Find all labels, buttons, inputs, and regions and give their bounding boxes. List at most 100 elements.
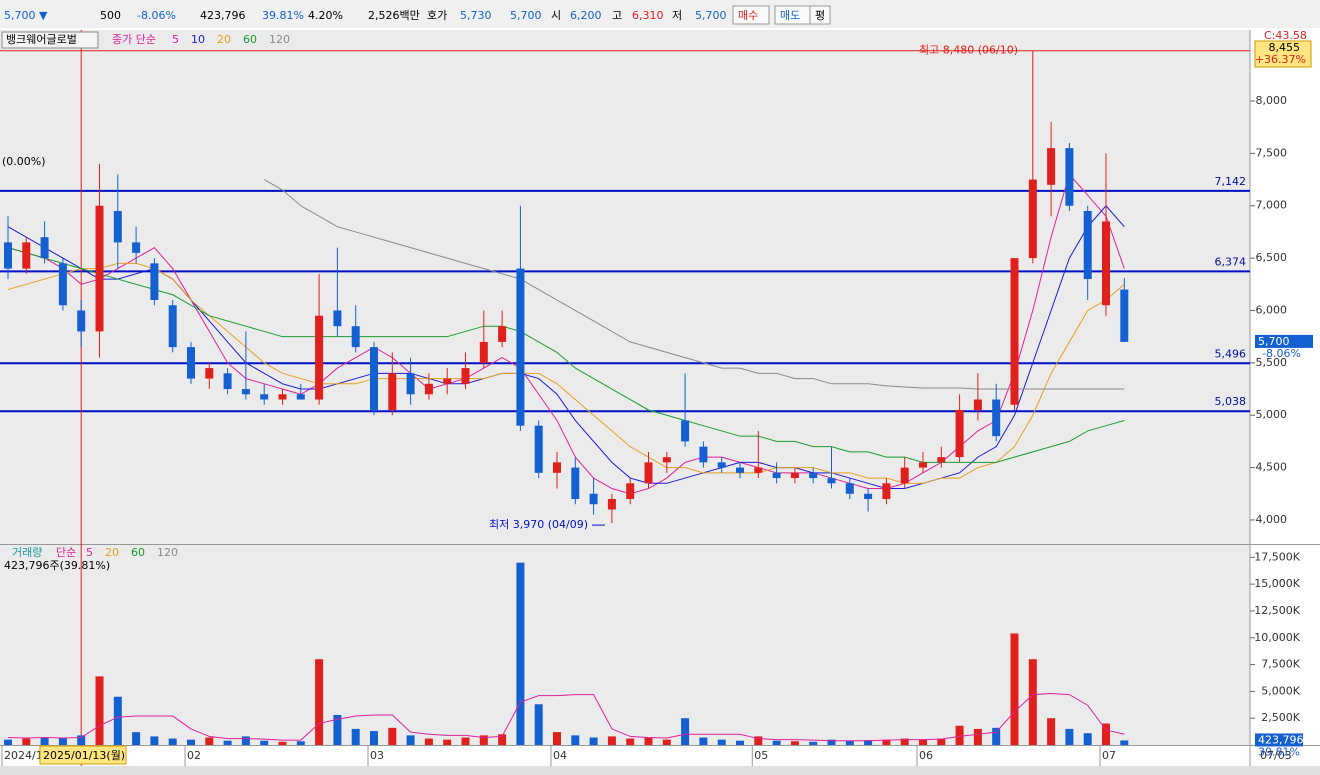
header-item: -8.06% [137,9,176,22]
min-label: 최저 3,970 (04/09) [489,518,588,531]
candle-body [278,394,287,400]
ma-line [263,179,1125,390]
volume-bar [406,735,415,745]
last-volume-pct: 39.81% [1258,745,1300,758]
legend-item: 60 [131,546,145,559]
candle-body [479,341,488,363]
volume-bar [790,741,799,745]
volume-bar [553,732,561,745]
volume-bar [992,727,1001,745]
candle-body [534,425,543,473]
candle-body [22,242,31,269]
volume-bar [150,736,159,745]
support-label: 5,038 [1215,395,1247,408]
legend-item: 20 [217,33,231,46]
candle-body [333,310,342,327]
y-tick-label: 17,500K [1254,550,1300,563]
candle-body [955,409,964,458]
header-item: 6,310 [632,9,664,22]
header-item: 5,700 [695,9,727,22]
cursor-tag [39,745,127,765]
y-tick-label: 15,000K [1254,577,1300,590]
candle-body [223,373,232,390]
volume-bar [498,734,507,745]
y-tick-label: 4,500 [1256,461,1288,474]
button[interactable] [732,5,770,25]
volume-bar [58,738,67,745]
y-tick-label: 7,500K [1261,658,1300,671]
volume-bar [900,738,909,745]
start-label: (0.00%) [2,155,46,168]
legend-item: 120 [269,33,290,46]
candle-body [992,399,1001,437]
volume-bar [1083,733,1092,745]
header-item: 6,200 [570,9,602,22]
volume-bar [571,735,580,745]
header-item: 시 [551,9,561,22]
legend-item: 5 [86,546,93,559]
header-item: 4.20% [308,9,343,22]
volume-bar [95,676,104,745]
candle-body [498,326,507,342]
end-date: 07/03 [1260,749,1292,762]
header-item: 5,700 [510,9,542,22]
volume-bar [1065,728,1074,745]
y-tick-label: 10,000K [1254,631,1300,644]
ma-line [7,247,1125,463]
last-volume-tag [1255,733,1303,747]
volume-bar [479,735,488,745]
candle-body [607,499,616,510]
legend-item: 120 [157,546,178,559]
header-item: 매도 [780,9,800,22]
vol-title: 거래량 [12,546,42,559]
button[interactable] [809,5,831,25]
x-tick-label: 02 [187,749,201,762]
candle-body [205,368,214,379]
candle-body [132,242,141,253]
candle-body [1010,258,1019,405]
candle-body [58,263,67,306]
candle-body [4,242,12,269]
volume-bar [443,739,452,745]
y-tick-label: 4,000 [1256,513,1288,526]
header-item: 평 [815,9,825,22]
volume-bar [864,740,873,745]
volume-bar [772,740,781,745]
last-change: -8.06% [1262,347,1301,360]
cursor-label: 2025/01/13(월) [43,749,125,762]
y-tick-label: 6,000 [1256,303,1288,316]
header-item: 2,526백만 [368,9,420,22]
toolbar [0,766,1320,775]
volume-bar [4,739,12,745]
volume-bar [937,738,946,745]
candle-body [315,315,324,400]
support-label: 6,374 [1215,255,1247,268]
candle-body [699,446,708,463]
candle-body [973,399,982,410]
volume-bar [333,714,342,745]
volume-bar [260,740,269,745]
candle-body [1028,179,1037,259]
last-price: 5,700 [1258,335,1290,348]
support-label: 7,142 [1215,175,1247,188]
volume-bar [809,741,818,745]
volume-bar [626,738,635,745]
y-tick-label: 5,000 [1256,408,1288,421]
candle-body [168,305,177,348]
header-item: 매수 [738,9,758,22]
x-tick-label: 07 [1102,749,1116,762]
volume-ma-line [7,693,1125,742]
volume-bar [717,739,726,745]
volume-bar [296,741,305,745]
volume-bar [1010,633,1019,745]
candle-body [1065,148,1074,206]
candle-body [150,263,159,301]
x-tick-label: 2024/1 [4,749,43,762]
last-price-tag [1255,334,1313,348]
candle-body [1083,210,1092,280]
header-item: 39.81% [262,9,304,22]
candle-body [95,205,104,332]
candle-body [187,347,195,379]
candle-body [772,472,781,479]
candle-body [736,467,744,473]
